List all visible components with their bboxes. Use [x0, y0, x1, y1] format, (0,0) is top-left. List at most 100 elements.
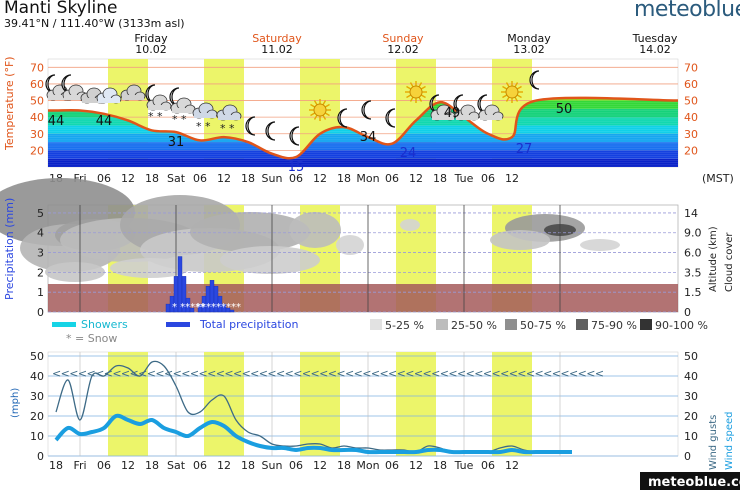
wind-tick-right: 10: [684, 430, 698, 443]
sun-disk: [313, 103, 327, 117]
sun-ray: [313, 100, 318, 106]
moon-cloud-icon: [453, 94, 480, 121]
sun-ray: [406, 94, 412, 99]
time-tick: 06: [385, 459, 399, 472]
cloud-blob: [400, 219, 420, 231]
wind-speed-axis-label: Wind speed: [724, 411, 735, 470]
wind-tick-right: 40: [684, 370, 698, 383]
cloudcover-axis-label: Cloud cover: [724, 232, 735, 292]
sun-ray: [516, 94, 522, 99]
daylight-band: [396, 352, 436, 456]
sun-ray: [324, 103, 330, 108]
cloud-icon: [96, 87, 122, 104]
wind-tick-left: 20: [30, 410, 44, 423]
wind-tick-left: 0: [37, 450, 44, 463]
time-tick: 06: [481, 459, 495, 472]
cloud-part: [48, 95, 70, 100]
moon-icon: [265, 121, 276, 141]
sun-ray: [514, 82, 519, 88]
temp-band: [48, 133, 678, 143]
sun-ray: [313, 114, 318, 120]
coordinates-label: 39.41°N / 111.40°W (3133m asl): [4, 17, 185, 30]
sun-ray: [502, 94, 508, 99]
time-tick: 06: [289, 172, 303, 185]
day-date-1: 11.02: [261, 43, 293, 56]
sun-ray: [505, 82, 510, 88]
wind-tick-right: 0: [684, 450, 691, 463]
time-tick: Sat: [167, 459, 186, 472]
time-tick: Mon: [356, 459, 379, 472]
cloud-legend-label: 75-90 %: [591, 319, 637, 332]
time-tick: 12: [121, 172, 135, 185]
time-tick: 06: [481, 172, 495, 185]
time-tick: Sat: [167, 172, 186, 185]
time-tick: 12: [313, 459, 327, 472]
sun-ray: [310, 112, 316, 117]
cloud-part: [172, 108, 194, 113]
sun-ray: [409, 96, 414, 102]
time-tick: 12: [313, 172, 327, 185]
day-name-1: Saturday: [252, 32, 302, 45]
moon-shape: [245, 116, 256, 136]
time-axis-1: 18Fri061218Sat061218Sun061218Mon061218Tu…: [49, 172, 519, 185]
precip-bars: * **************: [165, 256, 241, 313]
cloud-legend-swatch: [505, 319, 517, 330]
temp-band: [48, 142, 678, 151]
temp-tick-right: 70: [684, 61, 698, 74]
wind-tick-right: 30: [684, 390, 698, 403]
wind-tick-left: 30: [30, 390, 44, 403]
time-tick: 06: [193, 459, 207, 472]
time-tick: 18: [337, 459, 351, 472]
time-tick: 12: [217, 459, 231, 472]
temp-label: 49: [444, 106, 461, 121]
cloud-legend-label: 5-25 %: [385, 319, 424, 332]
wind-tick-right: 50: [684, 350, 698, 363]
temperature-axis-label: Temperature (°F): [3, 56, 16, 151]
temp-tick-right: 60: [684, 78, 698, 91]
sun-disk: [505, 85, 519, 99]
altitude-tick: 1.5: [684, 286, 702, 299]
time-tick: Fri: [73, 459, 86, 472]
cloud-part: [194, 113, 216, 118]
temp-label: 24: [400, 146, 417, 161]
time-tick: 06: [97, 172, 111, 185]
time-tick: Sun: [262, 459, 283, 472]
cloud-part: [480, 115, 502, 120]
temp-band: [48, 150, 678, 159]
precip-tick: 4: [37, 227, 44, 240]
brand-logo[interactable]: meteoblue: [634, 0, 740, 22]
time-tick: 18: [241, 172, 255, 185]
temp-label: 44: [48, 114, 65, 129]
sun-ray: [516, 85, 522, 90]
time-tick: Sun: [262, 172, 283, 185]
cloud-legend-label: 50-75 %: [520, 319, 566, 332]
time-tick: Mon: [356, 172, 379, 185]
temp-tick-left: 40: [30, 111, 44, 124]
temp-label: 44: [96, 114, 113, 129]
moon-cloud-icon: [429, 94, 456, 121]
sun-ray: [502, 85, 508, 90]
wind-speed-line: [54, 413, 572, 455]
sun-ray: [420, 94, 426, 99]
moon-cloud-icon: [477, 94, 504, 121]
cloud-blob: [289, 212, 341, 248]
wind-gust-axis-label: Wind gusts: [708, 415, 719, 470]
time-tick: 18: [433, 459, 447, 472]
temp-tick-left: 30: [30, 128, 44, 141]
moon-shape: [337, 108, 348, 128]
wind-tick-left: 10: [30, 430, 44, 443]
precip-tick: 2: [37, 266, 44, 279]
sun-ray: [418, 96, 423, 102]
precip-bar: [189, 307, 195, 313]
moon-icon: [245, 116, 256, 136]
wind-panel: <<<<<<<<<<<<<<<<<<<<<<<<<<<<<<<<<<<<<<<<…: [10, 350, 735, 470]
precip-bar: [185, 297, 191, 313]
cloud-legend-swatch: [576, 319, 588, 330]
footer-brand[interactable]: meteoblue.com: [648, 475, 740, 490]
wind-tick-left: 40: [30, 370, 44, 383]
cloud-snow-icon: * *: [216, 104, 242, 135]
cloud-cover-layers: [0, 178, 620, 282]
precip-bar: [229, 309, 235, 313]
precip-tick: 1: [37, 286, 44, 299]
moon-shape: [289, 126, 300, 146]
